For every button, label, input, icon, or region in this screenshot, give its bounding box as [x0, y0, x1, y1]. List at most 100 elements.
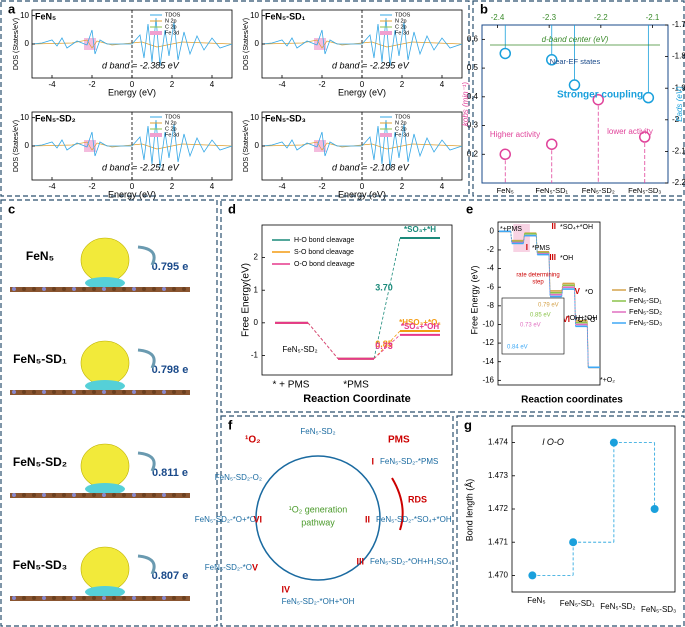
charge-density [85, 483, 125, 495]
annotation: lower activity [607, 127, 653, 136]
kobs-point [592, 93, 604, 106]
plot-frame [497, 221, 601, 386]
atom [52, 390, 56, 394]
panel-box [472, 0, 685, 197]
atom [42, 287, 46, 291]
y-axis-label: DOS (States/eV) [13, 18, 20, 70]
legend-label: FeN₅-SD₂ [629, 307, 662, 316]
x-tick-label: FeN₅-SD₁ [535, 186, 568, 195]
atom [12, 493, 16, 497]
charge-density [80, 340, 130, 386]
y-axis-label: Bond length (Å) [464, 479, 474, 542]
kobs-point [499, 148, 511, 161]
legend-label: C 2p [395, 126, 407, 132]
atom [102, 390, 106, 394]
atom [82, 390, 86, 394]
atom [172, 287, 176, 291]
x-axis-label: Reaction Coordinate [303, 393, 411, 405]
atom [82, 493, 86, 497]
atom [162, 390, 166, 394]
atom [142, 493, 146, 497]
x2-axis-label: d-band center (eV) [542, 35, 609, 44]
connector [561, 289, 564, 297]
atom [42, 596, 46, 600]
atom [62, 493, 66, 497]
panel-label: d [228, 201, 236, 216]
eads-point [568, 79, 581, 91]
charge-density [80, 237, 130, 283]
atom [22, 390, 26, 394]
y-tick-label: 10 [20, 113, 29, 122]
atom [122, 596, 126, 600]
atom [42, 493, 46, 497]
step-numeral: II [552, 222, 556, 231]
y-tick-label: 1 [254, 285, 259, 294]
y-tick-label: 0 [25, 141, 30, 150]
atom [112, 493, 116, 497]
cycle-ring [255, 455, 381, 581]
atom [132, 596, 136, 600]
step-label: *OH [560, 255, 573, 262]
atom [62, 287, 66, 291]
atom [142, 390, 146, 394]
x-tick-label: 2 [170, 80, 175, 89]
cycle-node: FeN₅-SD₂-O₂ [215, 473, 262, 482]
legend-label: FeN₅-SD₁ [629, 296, 662, 305]
cycle-center: pathway [301, 517, 335, 527]
atom [162, 493, 166, 497]
atom [52, 287, 56, 291]
x-tick-label: -2 [88, 182, 96, 191]
rds-arrow [391, 477, 404, 531]
atom [92, 287, 96, 291]
atom [42, 390, 46, 394]
product-label: *HSO₃+*O₂ [399, 318, 441, 327]
annotation: step [532, 280, 544, 286]
graphene-layer [10, 287, 190, 292]
y-tick-label: -1.7 [672, 20, 685, 29]
legend-label: N 2p [395, 120, 407, 126]
cycle-node: FeN₅-SD₂ [300, 427, 335, 436]
x-tick-label: -2 [318, 182, 326, 191]
structure-label: FeN₅-SD₂ [13, 455, 67, 469]
atom [22, 287, 26, 291]
x-tick-label: FeN₅ [497, 186, 514, 195]
atom [182, 390, 186, 394]
legend-label: TDOS [165, 114, 181, 120]
product-label: *SO₄+*OH [401, 322, 439, 331]
cycle-node: FeN₅-SD₂-*PMS [380, 457, 438, 466]
eads-point [499, 47, 511, 60]
atom [12, 287, 16, 291]
cycle-node: FeN₅-SD₂-*OH+*OH [282, 597, 355, 606]
y-tick-label: -14 [482, 357, 494, 366]
y-tick-label: 0.2 [467, 149, 479, 158]
x-axis-label: Energy (eV) [108, 87, 156, 97]
x-tick-label: FeN₅-SD₂ [600, 602, 635, 611]
y2-axis-label: Eads (eV) [675, 86, 684, 122]
x-axis-label: Energy (eV) [338, 189, 386, 199]
step-label: *PMS [532, 245, 550, 252]
inset-label: 0.84 eV [507, 345, 528, 351]
y-tick-label: 10 [250, 11, 259, 20]
legend-label: Fe 3d [395, 132, 409, 138]
atom [162, 287, 166, 291]
panel-label: b [480, 1, 488, 16]
x-tick-label: 4 [440, 182, 445, 191]
y-tick-label: -6 [487, 282, 495, 291]
connector [523, 235, 525, 244]
atom [62, 596, 66, 600]
x-tick-label: FeN₅ [527, 596, 545, 605]
barrier-label: 0.85 [375, 339, 393, 349]
y-tick-label: -2 [487, 245, 495, 254]
y-tick-label: 10 [20, 11, 29, 20]
charge-arrow [137, 451, 156, 472]
plot-title: FeN₅-SD₁ [265, 11, 306, 21]
charge-arrow [137, 554, 156, 575]
y-tick-label: -4 [487, 264, 495, 273]
y-tick-label: 0 [254, 318, 259, 327]
step-label: *SO₄+*OH [560, 224, 593, 231]
legend-label: C 2p [395, 24, 407, 30]
product: ¹O₂ [245, 435, 261, 446]
charge-density [85, 586, 125, 598]
connector [574, 289, 576, 327]
